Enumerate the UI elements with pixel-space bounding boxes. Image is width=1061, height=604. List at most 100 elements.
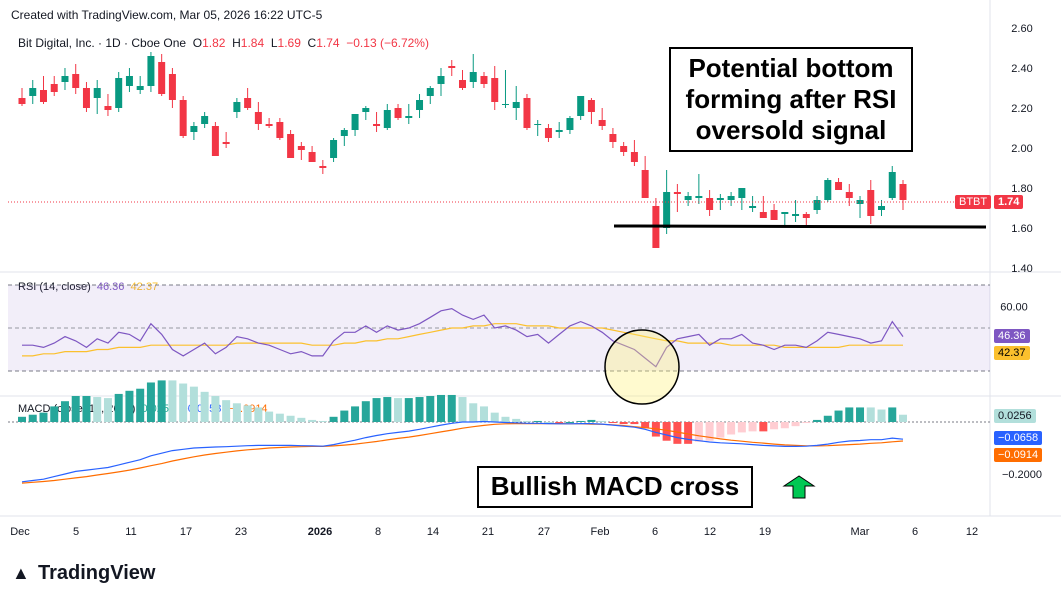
macd-histogram-bar [512,418,521,422]
macd-histogram-bar [404,398,413,422]
close-label: C [307,36,317,50]
candle-body [867,190,875,216]
macd-histogram-bar [673,422,682,444]
low-label: L [270,36,278,50]
macd-histogram-bar [899,414,907,422]
candle-body [620,146,628,152]
macd-line [21,420,904,483]
candle-body [598,120,606,126]
macd-histogram-bar [200,391,209,422]
macd-histogram-bar [286,415,295,422]
candle-body [835,182,843,190]
rsi-tick-label: 60.00 [1000,302,1028,314]
rsi-legend: RSI (14, close) 46.36 42.37 [18,281,158,293]
candle-body [727,196,735,200]
macd-histogram-bar [232,403,241,422]
candle-body [523,98,531,128]
candle-body [630,152,638,162]
macd-histogram-bar [684,422,693,444]
candle-body [802,214,810,218]
candle-body [480,76,488,84]
macd-histogram-bar [297,417,306,422]
macd-histogram-bar [501,416,510,422]
candle-body [319,166,327,168]
candle-body [684,196,692,200]
macd-histogram-bar [114,393,123,422]
time-tick-label: 17 [180,526,192,538]
macd-histogram-bar [866,407,875,422]
candle-body [673,192,681,194]
candle-body [469,72,477,82]
macd-histogram-bar [179,383,188,422]
tradingview-logo[interactable]: ▲ TradingView [12,562,155,585]
macd-histogram-bar [60,401,69,422]
symbol-text[interactable]: Bit Digital, Inc. · 1D · Cboe One [18,36,187,50]
macd-histogram-bar [770,422,779,430]
macd-histogram-bar [329,416,338,422]
candle-body [770,210,778,220]
rsi-line [22,307,904,368]
candle-body [158,62,166,94]
price-axis[interactable]: 2.60 2.40 2.20 2.00 1.80 1.60 1.40 60.00 −0.2000 [1000,23,1042,481]
macd-histogram-bar [823,415,832,422]
time-tick-label: Dec [10,526,30,538]
candle-body [813,200,821,210]
candle-body [233,102,241,112]
candle-body [792,214,800,216]
macd-histogram-bar [813,419,822,422]
candle-body [426,88,434,96]
candle-body [39,90,47,102]
candle-body [330,140,338,158]
open-label: O [192,36,203,50]
macd-histogram-bar [727,422,736,435]
macd-histogram-bar [544,422,553,423]
candle-body [416,100,424,110]
macd-histogram-bar [791,422,800,427]
macd-histogram-bar [125,390,134,422]
rsi-value-badge: 46.36 [994,329,1030,343]
candle-body [641,170,649,198]
candle-body [534,124,542,125]
macd-histogram-bar [18,416,26,422]
candle-body [287,134,295,158]
candle-body [501,104,509,105]
macd-tick-label: −0.2000 [1002,469,1042,481]
high-label: H [232,36,241,50]
candle-body [781,212,789,214]
rsi-pane[interactable] [22,307,904,368]
macd-histogram-bar [856,407,865,422]
candle-body [340,130,348,136]
macd-pane[interactable] [18,380,907,484]
candle-body [201,116,209,124]
macd-histogram-bar [737,422,746,433]
macd-histogram-bar [662,422,671,441]
candle-body [297,146,305,150]
macd-histogram-bar [490,412,499,422]
macd-histogram-bar [802,422,811,424]
candle-body [394,108,402,118]
macd-histogram-bar [576,420,585,422]
macd-histogram-bar [39,412,48,422]
candle-body [362,108,370,112]
bottom-annotation: Potential bottom forming after RSI overs… [669,47,913,152]
candle-body [609,134,617,142]
rsi-legend-label[interactable]: RSI (14, close) [18,281,91,293]
macd-histogram-bar [93,397,102,422]
candle-body [308,152,316,162]
candle-body [512,102,520,108]
price-legend: Bit Digital, Inc. · 1D · Cboe One O1.82 … [18,36,429,50]
rsi-ma-value-badge: 42.37 [994,346,1030,360]
up-arrow-icon [782,475,816,499]
price-tick-label: 2.40 [1011,63,1032,75]
macd-histogram-bar [168,380,177,422]
candle-body [50,84,58,92]
macd-histogram-bar [555,422,564,424]
macd-histogram-bar [211,396,220,422]
candle-body [663,192,671,228]
macd-histogram-bar [598,420,607,422]
price-pane[interactable] [18,52,907,248]
macd-histogram-bar [469,403,478,422]
time-axis[interactable]: Dec 5 11 17 23 2026 8 14 21 27 Feb 6 12 19 Mar 6 12 [10,526,978,538]
candle-body [136,86,144,90]
